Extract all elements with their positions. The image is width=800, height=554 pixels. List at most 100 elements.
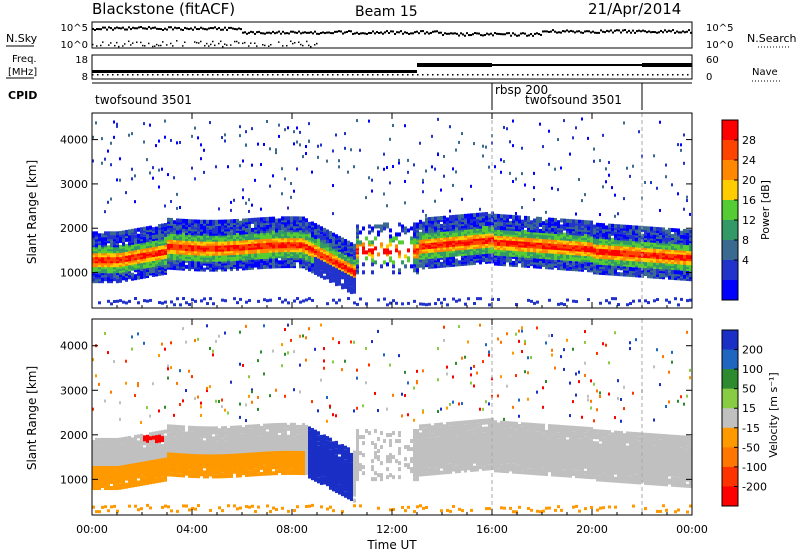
range-gate-cell (326, 243, 329, 248)
nave-point (407, 74, 409, 76)
range-gate-cell (338, 235, 341, 240)
nsky-point (626, 31, 628, 34)
nsearch-point (242, 42, 244, 45)
nsearch-point (314, 44, 316, 46)
ground-scatter-cell (137, 301, 140, 305)
ground-scatter-cell (110, 302, 113, 306)
range-gate-cell (236, 218, 239, 223)
nsky-point (150, 27, 152, 30)
range-gate-cell (497, 213, 500, 218)
scatter-cell (158, 185, 160, 189)
ground-scatter-cell (299, 300, 302, 304)
range-gate-cell (638, 231, 641, 236)
ground-scatter-cell (515, 303, 518, 307)
range-gate-cell (176, 218, 179, 223)
nsky-point (472, 33, 474, 36)
nave-point (647, 74, 649, 76)
scatter-cell (431, 134, 433, 138)
nsky-point (518, 34, 520, 37)
scatter-cell (371, 189, 373, 193)
nsky-point (362, 32, 364, 35)
nsearch-point (208, 45, 210, 47)
nsky-point (450, 32, 452, 35)
range-gate-cell (584, 262, 587, 267)
range-gate-cell (656, 268, 659, 273)
nsky-point (138, 26, 140, 29)
range-gate-cell (410, 264, 413, 269)
nsky-point (280, 32, 282, 35)
nave-point (372, 74, 374, 76)
nsky-point (222, 28, 224, 31)
nave-point (687, 74, 689, 76)
nsearch-point (196, 41, 198, 44)
range-gate-cell (95, 273, 98, 278)
range-gate-cell (179, 266, 182, 271)
ground-scatter-cell (473, 301, 476, 305)
nsky-point (326, 31, 328, 34)
range-gate-cell (392, 264, 395, 269)
range-gate-cell (365, 236, 368, 241)
nsky-point (672, 29, 674, 32)
range-gate-cell (389, 234, 392, 239)
nsky-point (522, 32, 524, 35)
range-gate-cell (503, 222, 506, 227)
ground-scatter-cell (587, 298, 590, 302)
range-gate-cell (341, 237, 344, 242)
nsky-point (258, 30, 260, 33)
range-gate-cell (554, 217, 557, 222)
scatter-cell (242, 196, 244, 200)
ground-scatter-cell (125, 301, 128, 305)
scatter-cell (602, 185, 604, 189)
ground-scatter-cell (608, 301, 611, 305)
nsky-point (438, 31, 440, 34)
scatter-cell (110, 163, 112, 167)
range-gate-cell (617, 272, 620, 277)
ground-scatter-cell (128, 299, 131, 303)
scatter-cell (197, 136, 199, 140)
scatter-cell (257, 142, 259, 146)
range-gate-cell (386, 222, 389, 227)
scatter-cell (332, 212, 334, 216)
range-gate-cell (176, 226, 179, 231)
ground-scatter-cell (146, 299, 149, 303)
ground-scatter-cell (614, 297, 617, 301)
nsearch-point (270, 43, 272, 46)
range-gate-cell (131, 272, 134, 277)
range-gate-cell (149, 231, 152, 236)
nsky-point (102, 26, 104, 29)
scatter-cell (149, 123, 151, 127)
range-gate-cell (224, 219, 227, 224)
nsky-point (662, 31, 664, 34)
range-gate-cell (392, 236, 395, 241)
nsky-point (158, 27, 160, 30)
nave-point (427, 74, 429, 76)
nsky-point (232, 27, 234, 30)
nsky-point (594, 31, 596, 34)
range-gate-cell (311, 231, 314, 236)
nsky-point (534, 32, 536, 35)
range-gate-cell (368, 230, 371, 235)
range-gate-cell (227, 265, 230, 270)
ground-scatter-cell (395, 301, 398, 305)
nsearch-point (152, 45, 154, 48)
ground-scatter-cell (446, 303, 449, 307)
nsearch-point (114, 44, 116, 47)
range-gate-cell (242, 230, 245, 235)
ground-scatter-cell (302, 299, 305, 303)
scatter-cell (608, 173, 610, 177)
nave-point (567, 74, 569, 76)
nsky-point (668, 29, 670, 32)
range-gate-cell (134, 234, 137, 239)
range-gate-cell (131, 234, 134, 239)
scatter-cell (179, 206, 181, 210)
nsearch-label: N.Search (747, 32, 797, 45)
scatter-cell (320, 143, 322, 147)
nsky-point (464, 34, 466, 37)
nsky-point (552, 29, 554, 32)
ground-scatter-cell (188, 303, 191, 307)
range-gate-cell (608, 223, 611, 228)
nsky-point (184, 26, 186, 29)
nsky-point (218, 27, 220, 30)
range-gate-cell (326, 229, 329, 234)
nsky-point (348, 30, 350, 33)
